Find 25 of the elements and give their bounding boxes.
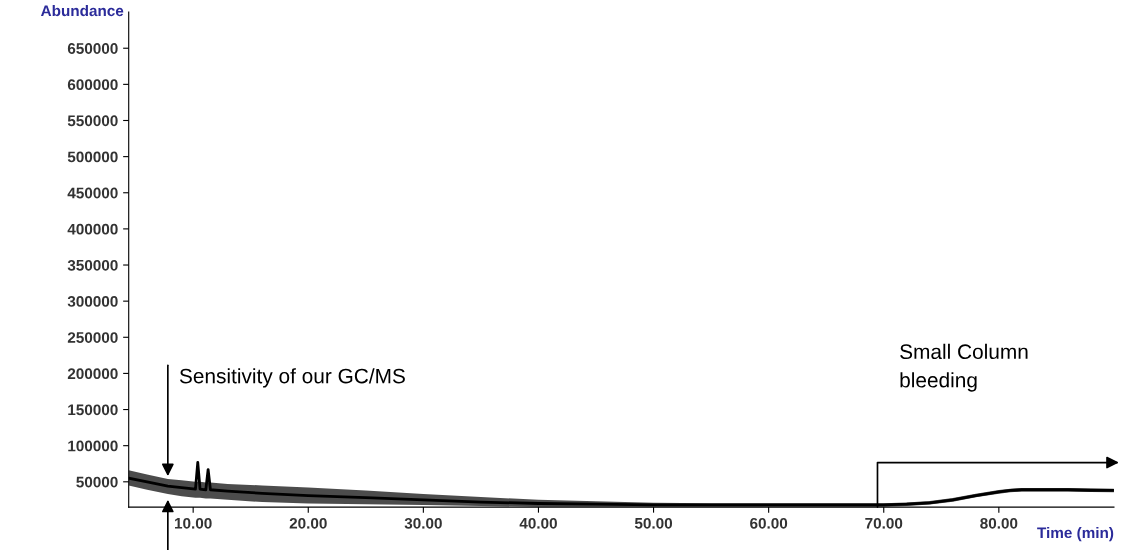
y-tick-label: 250000	[67, 332, 118, 343]
x-tick-label: 50.00	[634, 517, 673, 529]
x-tick-label: 20.00	[289, 517, 327, 529]
annotation: Sensitivity of our GC/MS	[179, 368, 405, 388]
x-axis-title: Time (min)	[1037, 526, 1114, 542]
y-tick-label: 550000	[67, 115, 118, 127]
y-tick-label: 50000	[76, 476, 118, 488]
x-tick-label: 40.00	[519, 517, 557, 529]
y-axis-title: Abundance	[40, 4, 124, 17]
y-tick-label: 400000	[67, 223, 118, 235]
x-tick-label: 30.00	[404, 517, 442, 529]
y-tick-label: 600000	[67, 79, 118, 91]
x-tick-label: 70.00	[865, 517, 903, 529]
y-tick-label: 500000	[67, 151, 118, 163]
x-tick-label: 10.00	[175, 517, 212, 529]
x-tick-label: 60.00	[750, 517, 788, 529]
y-tick-label: 150000	[68, 404, 118, 416]
y-tick-label: 200000	[67, 368, 118, 380]
y-tick-label: 100000	[68, 440, 118, 452]
y-tick-label: 350000	[67, 259, 118, 271]
y-tick-label: 650000	[67, 43, 118, 54]
annotation: Small Column bleeding	[900, 343, 1028, 392]
y-tick-label: 450000	[67, 187, 118, 199]
y-tick-label: 300000	[67, 296, 118, 307]
x-tick-label: 80.00	[980, 517, 1018, 529]
